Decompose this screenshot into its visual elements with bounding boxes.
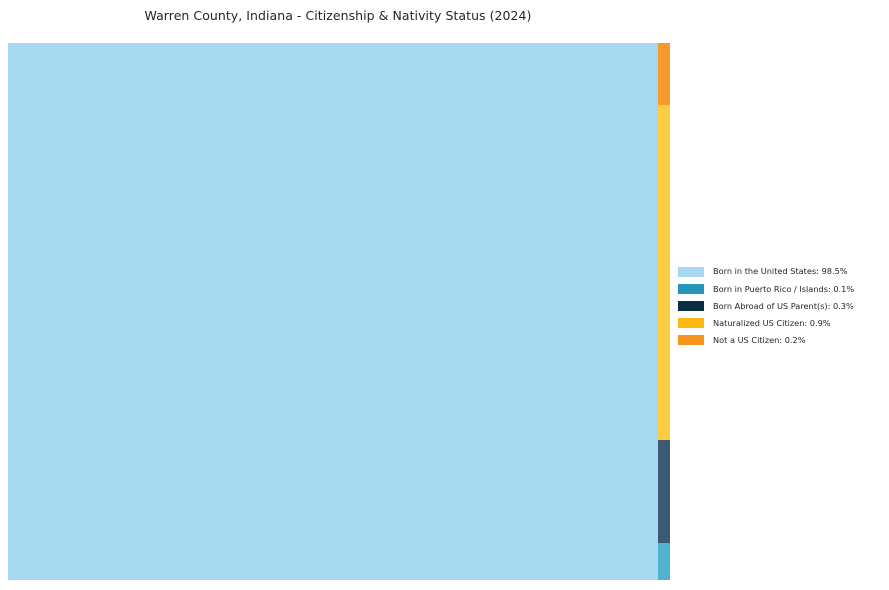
- legend-item-born-in-puerto-rico-islands[interactable]: Born in Puerto Rico / Islands: 0.1%: [678, 280, 883, 297]
- legend-item-born-in-the-united-states[interactable]: Born in the United States: 98.5%: [678, 263, 883, 280]
- legend-swatch-icon: [678, 300, 704, 311]
- treemap-tile-naturalized-us-citizen[interactable]: [658, 105, 670, 440]
- treemap-tile-born-in-the-united-states[interactable]: [8, 43, 658, 580]
- legend-item-label: Born in Puerto Rico / Islands: 0.1%: [713, 283, 855, 294]
- legend-item-not-a-us-citizen[interactable]: Not a US Citizen: 0.2%: [678, 332, 883, 349]
- treemap-tile-born-abroad-of-us-parents[interactable]: [658, 440, 670, 543]
- legend-swatch-icon: [678, 266, 704, 277]
- legend-item-naturalized-us-citizen[interactable]: Naturalized US Citizen: 0.9%: [678, 315, 883, 332]
- treemap-tile-not-a-us-citizen[interactable]: [658, 43, 670, 105]
- chart-legend: Born in the United States: 98.5% Born in…: [678, 263, 883, 349]
- legend-item-label: Not a US Citizen: 0.2%: [713, 335, 806, 346]
- treemap-plot-area: [8, 43, 670, 580]
- legend-item-born-abroad-of-us-parents[interactable]: Born Abroad of US Parent(s): 0.3%: [678, 297, 883, 314]
- legend-item-label: Born in the United States: 98.5%: [713, 266, 848, 277]
- legend-swatch-icon: [678, 283, 704, 294]
- legend-swatch-icon: [678, 335, 704, 346]
- legend-item-label: Naturalized US Citizen: 0.9%: [713, 318, 831, 329]
- chart-title: Warren County, Indiana - Citizenship & N…: [144, 8, 532, 23]
- treemap-tile-born-in-puerto-rico-islands[interactable]: [658, 543, 670, 580]
- legend-item-label: Born Abroad of US Parent(s): 0.3%: [713, 300, 854, 311]
- legend-swatch-icon: [678, 318, 704, 329]
